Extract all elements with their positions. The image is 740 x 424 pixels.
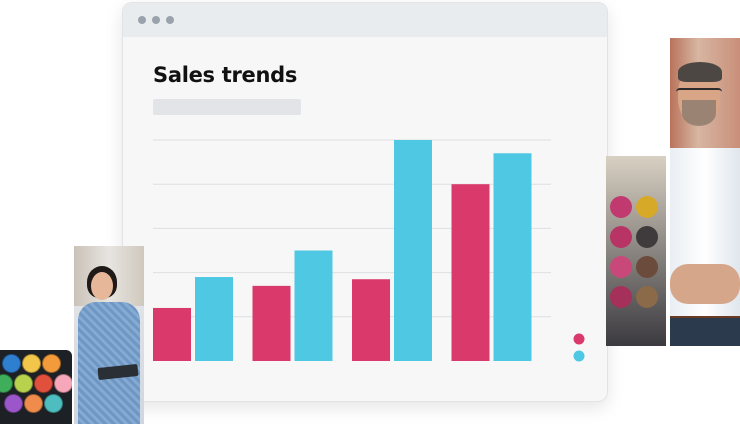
palette-swatch: [42, 354, 61, 373]
subtitle-placeholder-bar: [153, 99, 301, 115]
roll-shape: [636, 286, 658, 308]
roll-shape: [610, 226, 632, 248]
palette-swatch: [22, 354, 41, 373]
white-shirt-shape: [670, 148, 740, 346]
roll-shape: [610, 196, 632, 218]
trousers-shape: [670, 318, 740, 346]
bar-series-2-category-3: [394, 140, 432, 361]
smiling-woman-with-tablet-photo: [74, 246, 144, 424]
bar-series-1-category-4: [451, 184, 490, 361]
window-close-dot[interactable]: [138, 16, 146, 24]
smiling-man-arms-crossed-photo: [670, 38, 740, 346]
palette-swatch: [44, 394, 63, 413]
window-minimize-dot[interactable]: [152, 16, 160, 24]
roll-shape: [610, 256, 632, 278]
denim-shirt-shape: [78, 302, 140, 424]
sales-bar-chart: [153, 139, 585, 362]
eyeshadow-palette-photo: [0, 350, 72, 424]
roll-shape: [610, 286, 632, 308]
beard-shape: [682, 100, 716, 126]
legend-dot-series-2: [573, 350, 585, 362]
palette-swatch: [4, 394, 23, 413]
chart-title: Sales trends: [153, 63, 298, 87]
palette-swatch: [2, 354, 21, 373]
palette-swatch: [24, 394, 43, 413]
bar-series-2-category-4: [493, 153, 532, 361]
face-shape: [91, 272, 113, 300]
palette-swatch: [34, 374, 53, 393]
bar-series-2-category-1: [195, 277, 233, 361]
warehouse-rolls-photo: [606, 156, 666, 346]
glasses-shape: [676, 88, 722, 100]
palette-swatch: [14, 374, 33, 393]
window-maximize-dot[interactable]: [166, 16, 174, 24]
window-titlebar: [123, 3, 607, 37]
bar-series-1-category-2: [252, 285, 291, 361]
bar-series-1-category-3: [352, 279, 390, 361]
legend-dot-series-1: [573, 333, 585, 345]
roll-shape: [636, 256, 658, 278]
palette-swatch: [0, 374, 13, 393]
palette-swatch: [54, 374, 72, 393]
crossed-arms-shape: [670, 264, 740, 304]
roll-shape: [636, 196, 658, 218]
browser-window: Sales trends: [122, 2, 608, 402]
hair-shape: [678, 62, 722, 82]
bar-series-2-category-2: [294, 250, 333, 361]
roll-shape: [636, 226, 658, 248]
bar-series-1-category-1: [153, 307, 191, 361]
